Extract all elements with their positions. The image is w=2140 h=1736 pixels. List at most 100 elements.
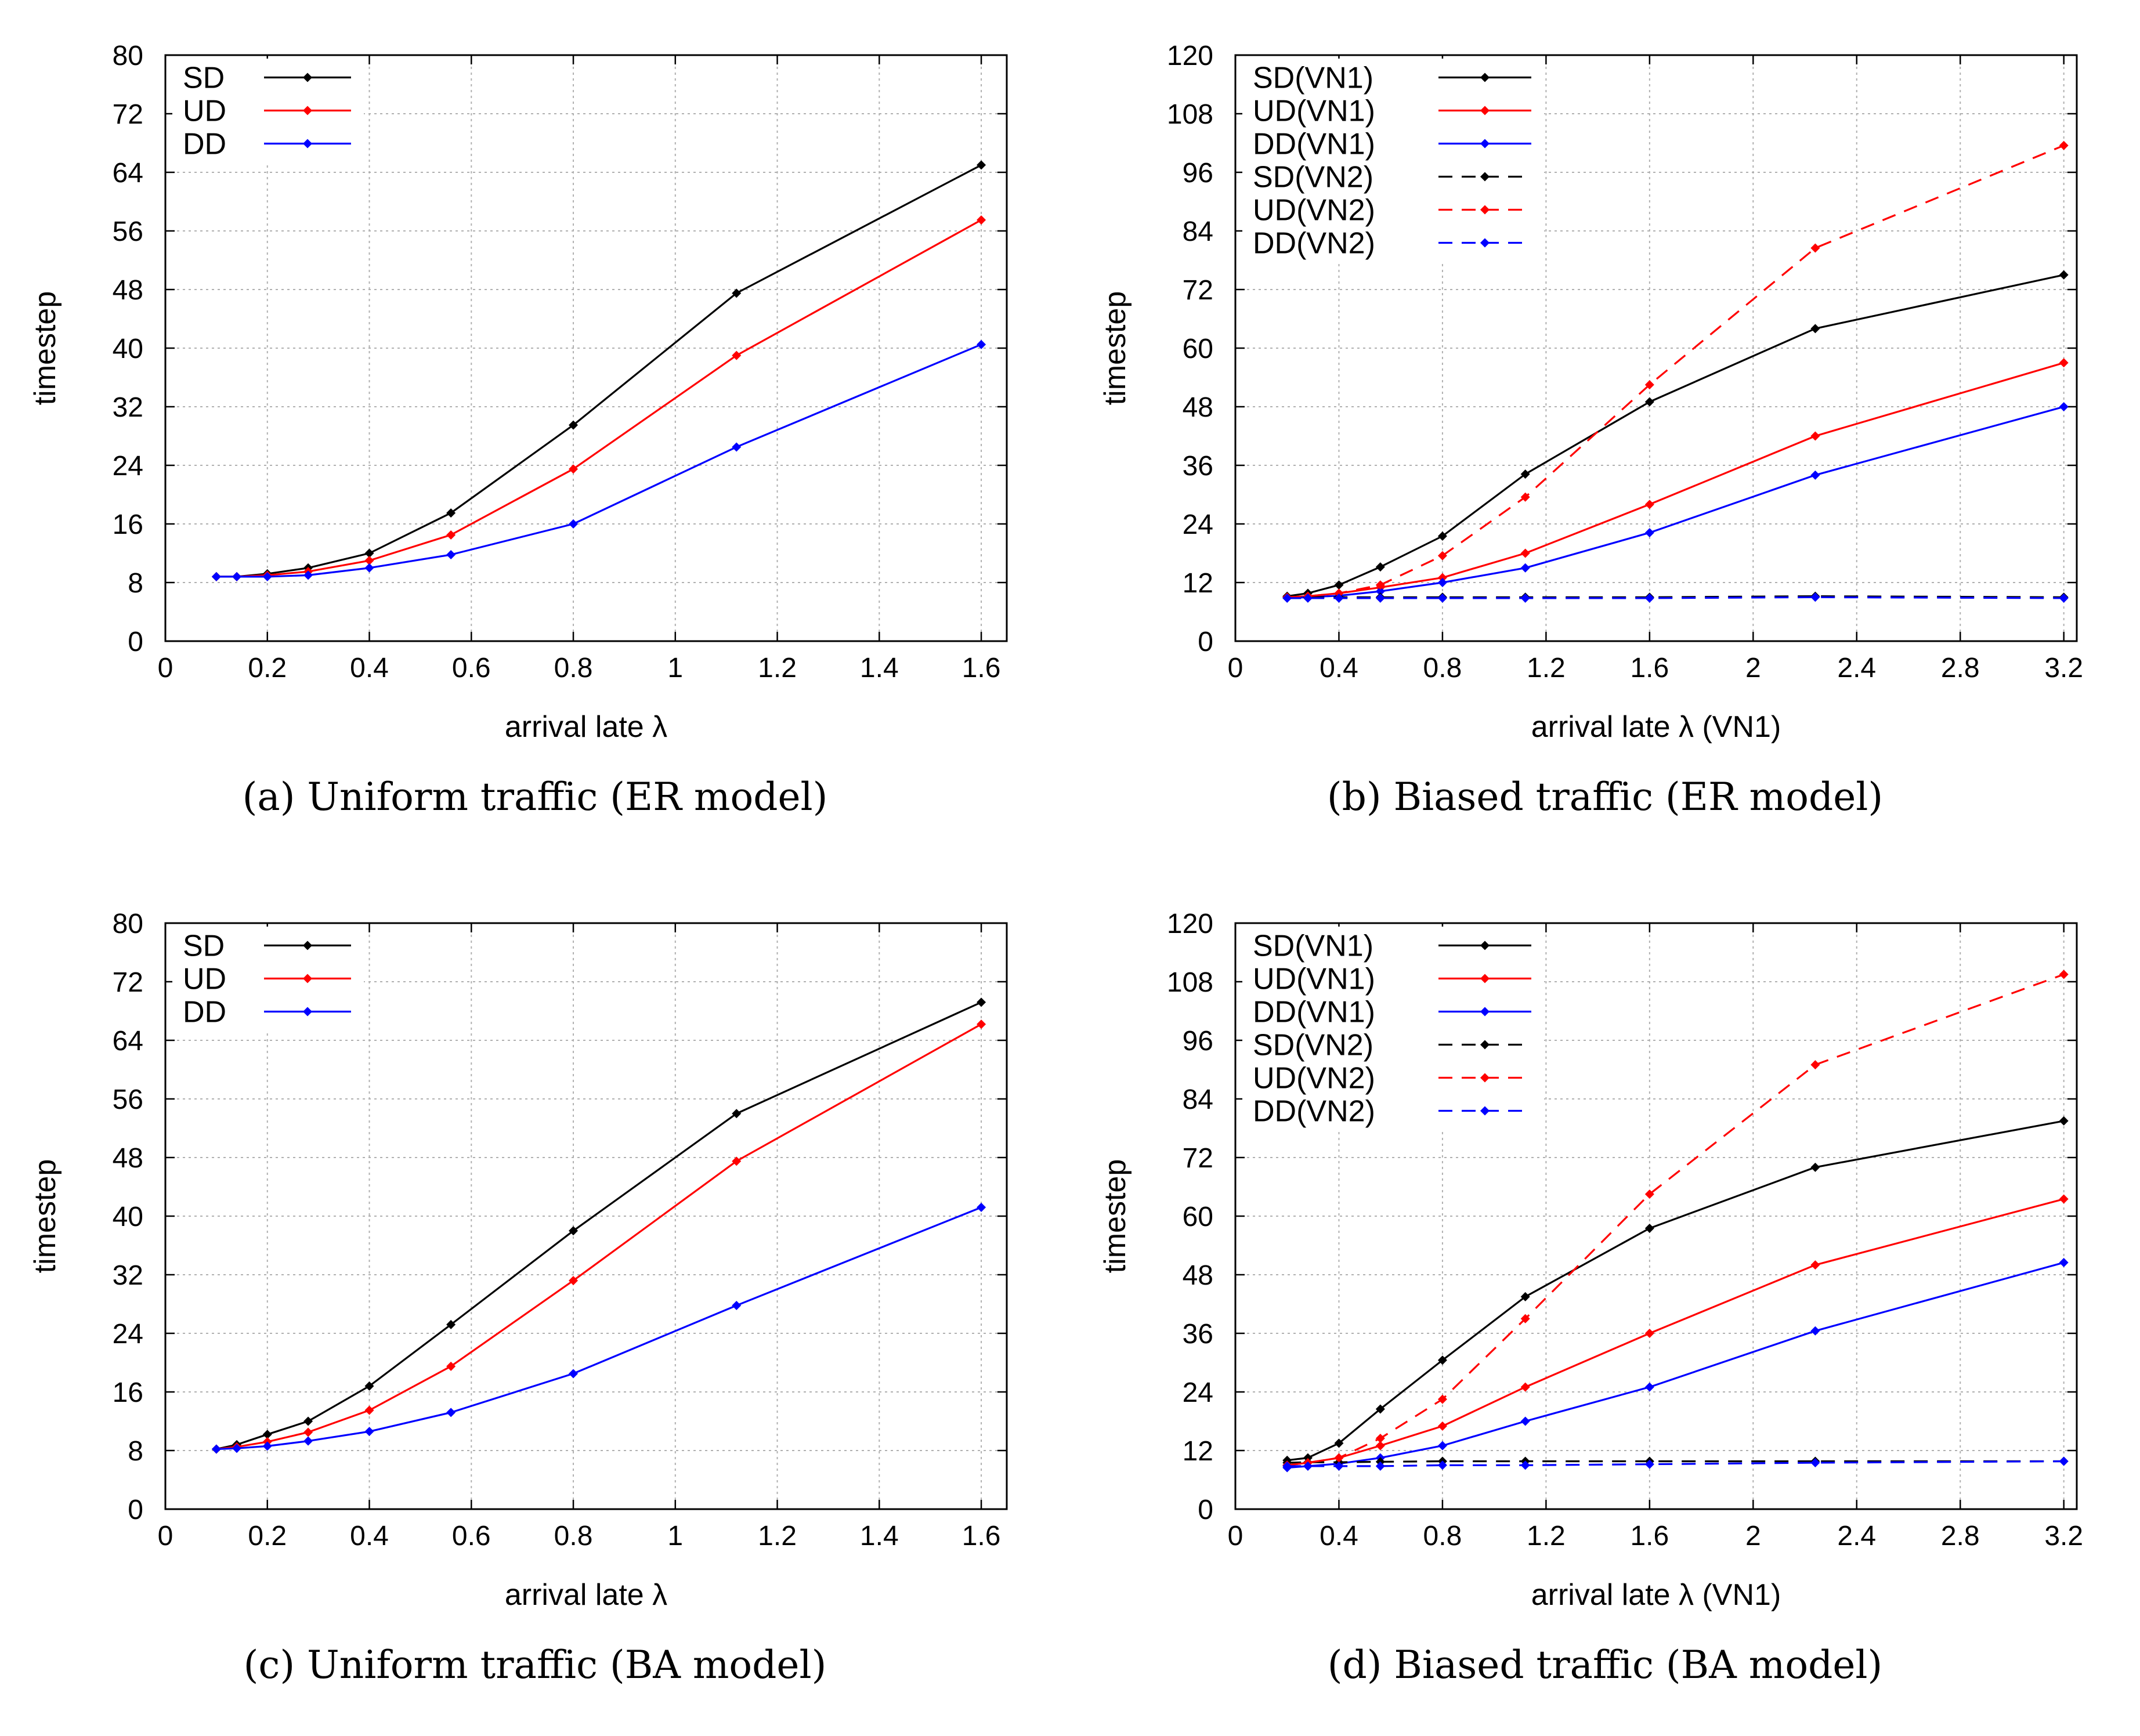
data-point (1810, 470, 1820, 480)
series-line-dd-vn1 (1287, 406, 2065, 599)
legend-marker-ud-vn2 (1480, 1073, 1490, 1083)
data-point (1644, 1189, 1654, 1199)
legend-label-dd-vn2: DD(VN2) (1253, 1095, 1375, 1129)
y-tick-label: 72 (113, 967, 143, 998)
y-tick-label: 8 (128, 1436, 143, 1467)
data-point (1437, 531, 1447, 541)
x-tick-label: 1 (667, 1521, 683, 1551)
y-tick-label: 8 (128, 568, 143, 599)
data-point (303, 1416, 313, 1426)
y-tick-label: 48 (113, 1143, 143, 1174)
data-point (1810, 431, 1820, 441)
x-tick-label: 1.6 (962, 653, 1001, 683)
caption-a: (a) Uniform traffic (ER model) (242, 775, 828, 819)
data-point (1437, 1460, 1447, 1470)
y-tick-label: 120 (1167, 41, 1213, 71)
y-tick-label: 24 (1183, 509, 1213, 540)
data-point (977, 1202, 986, 1212)
x-tick-label: 3.2 (2044, 1521, 2083, 1551)
y-tick-label: 48 (113, 275, 143, 306)
data-point (1375, 1433, 1385, 1443)
y-tick-label: 84 (1183, 216, 1213, 247)
panel-d: 0 0.4 0.8 1.2 1.6 2 2.4 2.8 3.2 0 12 24 36 48 60 72 84 96… (1070, 868, 2140, 1736)
data-point (1810, 324, 1820, 334)
legend-marker-ud-vn1 (1480, 974, 1490, 983)
y-tick-label: 0 (128, 627, 143, 657)
data-point (1520, 1382, 1530, 1392)
series-sd (211, 997, 986, 1454)
plot-frame (164, 54, 1008, 642)
y-tick-label: 72 (1183, 1143, 1213, 1174)
y-tick-label: 0 (1198, 1495, 1213, 1525)
data-point (2059, 1257, 2069, 1267)
data-point (1375, 1441, 1385, 1451)
caption-b: (b) Biased traffic (ER model) (1326, 775, 1884, 819)
data-point (732, 1109, 742, 1119)
x-tick-label: 2.8 (1941, 1521, 1980, 1551)
x-tick-label: 0.4 (350, 653, 389, 683)
data-point (1375, 1404, 1385, 1414)
data-point (732, 288, 742, 298)
data-point (1644, 1224, 1654, 1234)
legend-marker-sd-vn2 (1480, 1040, 1490, 1050)
data-point (1375, 580, 1385, 590)
y-tick-label: 36 (1183, 451, 1213, 482)
data-point (2059, 270, 2069, 280)
panel-b: 0 0.4 0.8 1.2 1.6 2 2.4 2.8 3.2 0 12 24 36 48 60 72 84 96… (1070, 0, 2140, 868)
data-point (569, 420, 579, 430)
series-dd (211, 1202, 986, 1454)
legend-label-sd-vn2: SD(VN2) (1253, 1029, 1373, 1062)
x-tick-label: 0.6 (452, 1521, 491, 1551)
legend-marker-dd (303, 139, 312, 149)
data-point (2059, 593, 2069, 603)
data-point (211, 1444, 221, 1454)
series-line-sd-vn2 (1287, 1460, 2064, 1464)
y-tick-label: 40 (113, 334, 143, 364)
series-ud-vn1 (1282, 1194, 2069, 1470)
legend-label-sd-vn1: SD(VN1) (1253, 930, 1373, 963)
x-tick-label: 3.2 (2044, 653, 2083, 683)
data-point (977, 215, 986, 225)
data-point (1375, 587, 1385, 596)
series-line-sd-vn1 (1286, 274, 2065, 598)
data-point (1437, 1421, 1447, 1431)
series-dd-vn2 (1282, 592, 2069, 603)
y-tick-label: 24 (113, 451, 143, 482)
x-tick-label: 0.6 (452, 653, 491, 683)
series-sd-vn2 (1282, 591, 2069, 602)
y-tick-label: 96 (1183, 158, 1213, 189)
x-tick-label: 2.4 (1837, 653, 1876, 683)
x-axis-label: arrival late λ (VN1) (1531, 1578, 1781, 1612)
y-tick-label: 32 (113, 392, 143, 423)
legend-marker-sd (303, 941, 312, 950)
chart-c: 0 0.2 0.4 0.6 0.8 1 1.2 1.4 1.6 0 8 16 24 32 40 48 56 64 7… (28, 909, 1008, 1612)
data-point (1334, 1438, 1344, 1448)
legend-marker-ud (303, 106, 312, 115)
data-point (1520, 1314, 1530, 1323)
legend-marker-ud (303, 974, 312, 983)
panel-a: 0 0.2 0.4 0.6 0.8 1 1.2 1.4 1.6 0 8 16 24 32 40 48 56 64 7… (0, 0, 1070, 868)
data-point (1810, 1060, 1820, 1070)
y-tick-label: 56 (113, 1084, 143, 1115)
data-point (1334, 588, 1344, 598)
y-tick-label: 108 (1167, 967, 1213, 998)
legend-marker-ud-vn1 (1480, 106, 1490, 115)
legend-label-dd: DD (183, 128, 226, 161)
x-tick-label: 1.4 (860, 1521, 899, 1551)
x-tick-label: 0 (158, 1521, 173, 1551)
data-point (1334, 1453, 1344, 1463)
data-point (446, 1319, 456, 1329)
x-tick-label: 2 (1745, 653, 1761, 683)
y-tick-label: 24 (1183, 1377, 1213, 1408)
y-axis-label: timestep (28, 291, 62, 406)
data-point (1644, 500, 1654, 509)
x-tick-label: 0.8 (554, 653, 593, 683)
data-point (732, 1301, 742, 1311)
y-tick-label: 72 (1183, 275, 1213, 306)
data-point (2059, 1194, 2069, 1204)
y-axis-label: timestep (1098, 291, 1132, 406)
legend-label-dd: DD (183, 996, 226, 1029)
series-sd-vn1 (1282, 1116, 2069, 1465)
